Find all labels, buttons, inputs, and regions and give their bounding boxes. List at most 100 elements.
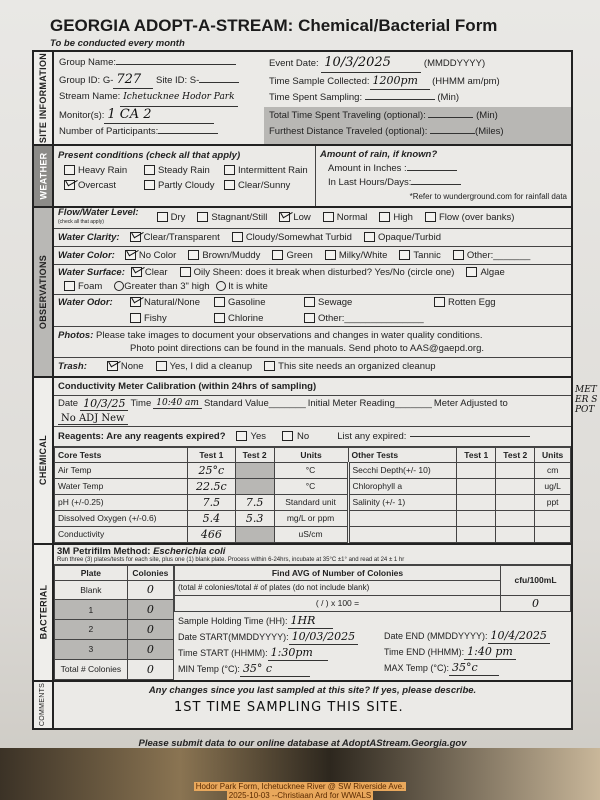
checkbox-oily-sheen-does-it-break-when-[interactable] [179, 266, 191, 277]
checkbox-opaque-turbid[interactable] [363, 231, 375, 242]
option-clear-transparent[interactable]: Clear/Transparent [124, 232, 220, 243]
checkbox-foam[interactable] [64, 280, 75, 291]
option-clear[interactable]: Clear [125, 267, 168, 278]
checkbox-green[interactable] [272, 249, 284, 260]
min-temp-field[interactable]: 35° c [239, 661, 310, 677]
test-value-cell[interactable]: 5.4 [187, 509, 236, 527]
colonies-cell[interactable]: 0 [126, 638, 175, 660]
option-overcast[interactable]: Overcast [58, 178, 132, 193]
option-none[interactable]: None [101, 361, 144, 372]
option-algae[interactable]: Algae [460, 266, 505, 278]
test-value-cell[interactable] [456, 477, 497, 495]
checkbox-other[interactable] [304, 312, 315, 323]
expired-reagents-field[interactable] [410, 435, 531, 437]
option-yes-i-did-a-cleanup[interactable]: Yes, I did a cleanup [150, 361, 252, 372]
option-other[interactable]: Other:_______________ [298, 312, 424, 324]
time-end-field[interactable]: 1:40 pm [464, 644, 516, 660]
option-oily-sheen-does-it-break-when-[interactable]: Oily Sheen: does it break when disturbed… [174, 266, 454, 278]
test-value-cell[interactable]: 7.5 [187, 493, 236, 511]
rain-inches-field[interactable] [406, 169, 457, 171]
rain-hours-field[interactable] [411, 183, 462, 185]
checkbox-chlorine[interactable] [214, 312, 225, 323]
option-this-site-needs-an-organized-c[interactable]: This site needs an organized cleanup [258, 361, 436, 372]
colonies-cell[interactable]: 0 [126, 599, 175, 621]
date-start-field[interactable]: 10/03/2025 [288, 629, 359, 645]
test-value-cell[interactable] [456, 525, 497, 543]
option-low[interactable]: Low [273, 212, 311, 223]
max-temp-field[interactable]: 35°c [448, 660, 499, 676]
test-value-cell[interactable] [495, 493, 536, 511]
site-id-field[interactable] [199, 81, 240, 83]
test-value-cell[interactable]: 466 [187, 525, 236, 543]
checkbox-clear-sunny[interactable] [224, 179, 235, 190]
checkbox-heavy-rain[interactable] [64, 164, 75, 175]
test-value-cell[interactable] [456, 461, 497, 479]
checkbox-sewage[interactable] [304, 296, 315, 307]
option-green[interactable]: Green [266, 249, 313, 261]
option-cloudy-somewhat-turbid[interactable]: Cloudy/Somewhat Turbid [226, 232, 352, 243]
time-start-field[interactable]: 1:30pm [267, 645, 328, 661]
checkbox-cloudy-somewhat-turbid[interactable] [231, 231, 243, 242]
option-rotten-egg[interactable]: Rotten Egg [428, 297, 561, 308]
checkbox-other[interactable] [452, 249, 464, 260]
test-value-cell[interactable] [234, 461, 275, 479]
colonies-cell[interactable]: 0 [126, 619, 175, 640]
checkbox-clear-transparent[interactable] [129, 231, 141, 242]
test-value-cell[interactable] [495, 461, 536, 479]
comments-text[interactable]: 1ST TIME SAMPLING THIS SITE. [174, 699, 404, 715]
option-foam[interactable]: Foam [58, 281, 102, 292]
test-value-cell[interactable] [456, 493, 497, 511]
test-value-cell[interactable] [234, 477, 275, 495]
checkbox-normal[interactable] [322, 212, 334, 223]
option-heavy-rain[interactable]: Heavy Rain [58, 163, 132, 178]
time-collected-field[interactable]: 1200pm [369, 73, 430, 90]
checkbox-low[interactable] [279, 212, 291, 223]
reagents-yes-checkbox[interactable] [235, 431, 247, 441]
greater-than-3in-radio[interactable] [114, 280, 125, 291]
option-clear-sunny[interactable]: Clear/Sunny [218, 178, 308, 193]
checkbox-natural-none[interactable] [130, 296, 141, 307]
option-dry[interactable]: Dry [151, 212, 185, 223]
option-flow-over-banks[interactable]: Flow (over banks) [419, 212, 514, 223]
checkbox-flow-over-banks[interactable] [424, 212, 436, 223]
test-value-cell[interactable]: 25°c [187, 461, 236, 479]
option-opaque-turbid[interactable]: Opaque/Turbid [358, 232, 441, 243]
checkbox-steady-rain[interactable] [144, 164, 155, 175]
event-date-field[interactable]: 10/3/2025 [321, 55, 422, 73]
option-no-color[interactable]: No Color [119, 249, 176, 261]
option-fishy[interactable]: Fishy [124, 313, 202, 324]
participants-field[interactable] [158, 133, 219, 134]
holding-time-field[interactable]: 1HR [287, 613, 333, 629]
test-value-cell[interactable] [495, 509, 536, 527]
checkbox-no-color[interactable] [124, 249, 136, 260]
option-normal[interactable]: Normal [317, 212, 367, 223]
test-value-cell[interactable]: 22.5c [187, 477, 236, 495]
checkbox-tannic[interactable] [399, 249, 411, 260]
checkbox-high[interactable] [379, 212, 391, 223]
test-value-cell[interactable] [234, 525, 275, 543]
checkbox-none[interactable] [106, 361, 118, 372]
test-value-cell[interactable] [456, 509, 497, 527]
checkbox-yes-i-did-a-cleanup[interactable] [155, 361, 167, 372]
distance-field[interactable] [430, 133, 476, 134]
option-partly-cloudy[interactable]: Partly Cloudy [138, 178, 215, 193]
reagents-no-checkbox[interactable] [282, 431, 294, 441]
checkbox-algae[interactable] [466, 266, 478, 277]
date-end-field[interactable]: 10/4/2025 [487, 628, 550, 644]
option-gasoline[interactable]: Gasoline [208, 297, 292, 308]
option-sewage[interactable]: Sewage [298, 297, 422, 308]
test-value-cell[interactable] [495, 477, 536, 495]
checkbox-rotten-egg[interactable] [434, 296, 445, 307]
checkbox-gasoline[interactable] [214, 296, 225, 307]
checkbox-this-site-needs-an-organized-c[interactable] [264, 361, 276, 372]
test-value-cell[interactable] [495, 525, 536, 543]
option-high[interactable]: High [373, 212, 413, 223]
checkbox-dry[interactable] [156, 212, 168, 223]
option-steady-rain[interactable]: Steady Rain [138, 163, 212, 178]
checkbox-fishy[interactable] [130, 312, 141, 323]
option-intermittent-rain[interactable]: Intermittent Rain [218, 163, 308, 178]
group-name-field[interactable] [116, 64, 237, 65]
checkbox-milky-white[interactable] [324, 249, 336, 260]
checkbox-stagnant-still[interactable] [197, 212, 209, 223]
is-white-radio[interactable] [215, 280, 226, 291]
